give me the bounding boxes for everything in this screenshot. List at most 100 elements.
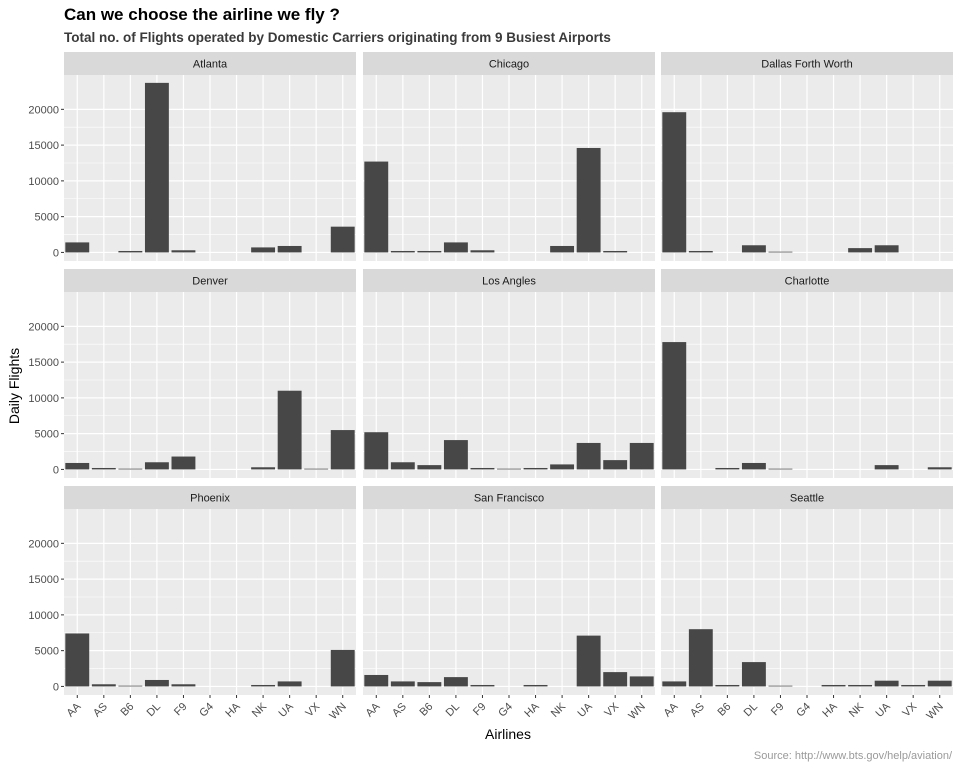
bar-DL bbox=[443, 677, 468, 687]
bar-AA bbox=[65, 242, 90, 253]
bar-AA bbox=[364, 674, 389, 687]
bar-F9 bbox=[768, 468, 793, 470]
x-tick-label: G4 bbox=[794, 701, 813, 720]
bar-B6 bbox=[417, 465, 442, 470]
bar-NK bbox=[550, 245, 575, 253]
source-caption: Source: http://www.bts.gov/help/aviation… bbox=[754, 750, 953, 762]
bar-VX bbox=[603, 460, 628, 470]
bar-AS bbox=[688, 250, 713, 253]
bar-AS bbox=[390, 250, 415, 253]
facet-strip bbox=[363, 486, 655, 509]
facet-strip-label: San Francisco bbox=[474, 493, 544, 505]
bar-DL bbox=[741, 662, 766, 687]
facet-panel: Dallas Forth Worth bbox=[661, 52, 953, 261]
bar-VX bbox=[901, 684, 926, 687]
bar-WN bbox=[629, 676, 654, 687]
bar-DL bbox=[741, 245, 766, 253]
facet-strip bbox=[64, 486, 356, 509]
facet-strip-label: Charlotte bbox=[785, 276, 830, 288]
bar-AS bbox=[688, 629, 713, 687]
y-tick-label: 10000 bbox=[28, 176, 59, 188]
facet-panel: Seattle AA AS B6 DL F9 G4 HA NK UA VX WN bbox=[661, 486, 953, 722]
facet-panel: Charlotte bbox=[661, 269, 953, 478]
bar-F9 bbox=[470, 684, 495, 687]
bar-UA bbox=[874, 245, 899, 253]
x-tick-label: UA bbox=[873, 700, 893, 720]
facet-panel: Atlanta 0 5000 10000 15000 20000 bbox=[28, 52, 356, 261]
x-tick-label: WN bbox=[924, 701, 945, 722]
x-tick-label: AS bbox=[91, 701, 110, 720]
bar-DL bbox=[144, 679, 169, 687]
x-tick-label: VX bbox=[303, 700, 322, 719]
bar-VX bbox=[304, 468, 329, 470]
y-tick-label: 15000 bbox=[28, 357, 59, 369]
bar-B6 bbox=[715, 467, 740, 470]
x-tick-label: B6 bbox=[118, 701, 136, 719]
bar-DL bbox=[443, 242, 468, 253]
x-tick-label: G4 bbox=[197, 701, 216, 720]
bar-NK bbox=[550, 464, 575, 470]
x-tick-label: AS bbox=[688, 701, 707, 720]
bar-WN bbox=[330, 649, 355, 687]
bar-DL bbox=[741, 462, 766, 470]
bar-DL bbox=[144, 462, 169, 470]
facet-strip bbox=[661, 269, 953, 292]
x-tick-label: VX bbox=[900, 700, 919, 719]
y-tick-label: 5000 bbox=[35, 646, 59, 658]
x-tick-label: AA bbox=[662, 700, 681, 719]
x-tick-label: AA bbox=[364, 700, 383, 719]
bar-AS bbox=[390, 462, 415, 470]
facet-strip-label: Dallas Forth Worth bbox=[761, 59, 853, 71]
facet-panel: Los Angles bbox=[363, 269, 655, 478]
facet-panel: Chicago bbox=[363, 52, 655, 261]
chart-subtitle: Total no. of Flights operated by Domesti… bbox=[64, 30, 611, 45]
x-tick-label: AA bbox=[65, 700, 84, 719]
y-tick-label: 5000 bbox=[35, 429, 59, 441]
facet-strip bbox=[64, 52, 356, 75]
bar-AS bbox=[91, 684, 116, 687]
y-tick-label: 15000 bbox=[28, 140, 59, 152]
facet-strip bbox=[363, 269, 655, 292]
x-tick-label: VX bbox=[602, 700, 621, 719]
bar-F9 bbox=[470, 250, 495, 253]
bar-WN bbox=[330, 226, 355, 253]
bar-WN bbox=[927, 467, 952, 470]
bar-DL bbox=[144, 82, 169, 253]
x-tick-label: WN bbox=[626, 701, 647, 722]
bar-HA bbox=[821, 684, 846, 687]
bar-AA bbox=[662, 681, 687, 687]
x-tick-label: HA bbox=[522, 700, 542, 720]
bar-AA bbox=[662, 342, 687, 470]
facet-strip bbox=[661, 52, 953, 75]
bar-F9 bbox=[470, 467, 495, 470]
bar-F9 bbox=[171, 250, 196, 253]
y-tick-label: 10000 bbox=[28, 393, 59, 405]
bar-AS bbox=[91, 467, 116, 470]
x-tick-label: NK bbox=[549, 700, 569, 720]
bar-UA bbox=[277, 681, 302, 687]
bar-NK bbox=[848, 248, 873, 253]
facet-panel: San Francisco AA AS B6 DL F9 G4 HA NK UA VX WN bbox=[363, 486, 655, 722]
y-axis-label: Daily Flights bbox=[6, 348, 22, 424]
bar-NK bbox=[251, 684, 276, 687]
bar-VX bbox=[603, 250, 628, 253]
bar-AA bbox=[65, 633, 90, 687]
x-tick-label: UA bbox=[575, 700, 595, 720]
facet-strip-label: Chicago bbox=[489, 59, 529, 71]
x-tick-label: WN bbox=[327, 701, 348, 722]
x-tick-label: NK bbox=[847, 700, 867, 720]
y-tick-label: 5000 bbox=[35, 212, 59, 224]
bar-UA bbox=[874, 465, 899, 470]
bar-B6 bbox=[417, 682, 442, 687]
facet-panel: Denver 0 5000 10000 15000 20000 bbox=[28, 269, 356, 478]
chart-title: Can we choose the airline we fly ? bbox=[64, 5, 340, 24]
bar-UA bbox=[576, 442, 601, 470]
bar-NK bbox=[848, 684, 873, 687]
x-tick-label: HA bbox=[223, 700, 243, 720]
y-tick-label: 0 bbox=[53, 681, 59, 693]
bar-WN bbox=[927, 680, 952, 687]
bar-UA bbox=[277, 245, 302, 253]
bar-B6 bbox=[118, 468, 143, 470]
x-tick-label: G4 bbox=[496, 701, 515, 720]
